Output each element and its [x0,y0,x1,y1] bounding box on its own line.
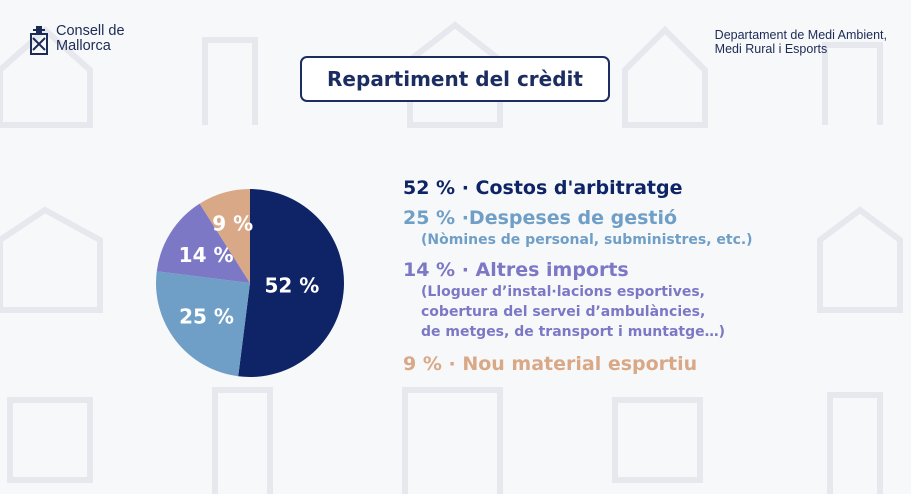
pie-slice [238,189,344,377]
legend-item-gestio: 25 % ·Despeses de gestió (Nòmines de per… [403,206,753,250]
dept-line2: Medi Rural i Esports [714,42,828,56]
legend-detail: cobertura del servei d’ambulàncies, [421,304,706,320]
pie-slice [155,271,250,377]
legend-item-arbitratge: 52 % · Costos d'arbitratge [403,176,753,200]
tower-icon [827,392,883,494]
tower-icon [817,206,903,313]
consell-logo[interactable]: Consell de Mallorca [28,24,125,58]
bank-icon [0,206,103,313]
legend-title: 14 % · Altres imports [403,259,629,281]
legend-detail: (Nòmines de personal, subministres, etc.… [421,232,753,248]
legend-title: 9 % · Nou material esportiu [403,353,698,375]
chart-legend: 52 % · Costos d'arbitratge 25 % ·Despese… [403,176,753,376]
legend-item-material: 9 % · Nou material esportiu [403,352,753,376]
pie-slice [199,189,250,283]
pie-slice-label: 52 % [264,274,319,298]
building-icon [402,387,503,494]
pie-slice-label: 9 % [212,211,253,235]
page-title: Repartiment del crèdit [300,56,610,102]
legend-title: 52 % · Costos d'arbitratge [403,177,683,199]
legend-item-altres: 14 % · Altres imports (Lloguer d’instal·… [403,258,753,342]
pie-slice-label: 14 % [179,243,234,267]
legend-title: 25 % ·Despeses de gestió [403,207,678,229]
legend-detail: (Lloguer d’instal·lacions esportives, [421,284,705,300]
shop-icon [7,397,93,483]
shop-icon [612,397,703,483]
pie-chart: 52 % 25 % 14 % 9 % [155,189,344,377]
logo-line2: Mallorca [56,38,111,54]
tower-icon [202,37,258,125]
pie-slice [156,203,250,283]
tower-icon [212,387,273,494]
logo-text: Consell de Mallorca [56,24,125,54]
tower-icon [822,42,883,125]
pie-slice-label: 25 % [179,305,234,329]
logo-line1: Consell de [56,23,125,39]
dept-line1: Departament de Medi Ambient, [714,28,887,42]
crest-icon [30,26,48,55]
house-icon [622,25,708,128]
house-icon [0,25,93,128]
department-name: Departament de Medi Ambient, Medi Rural … [715,28,887,56]
legend-detail: de metges, de transport i muntatge…) [421,324,725,340]
